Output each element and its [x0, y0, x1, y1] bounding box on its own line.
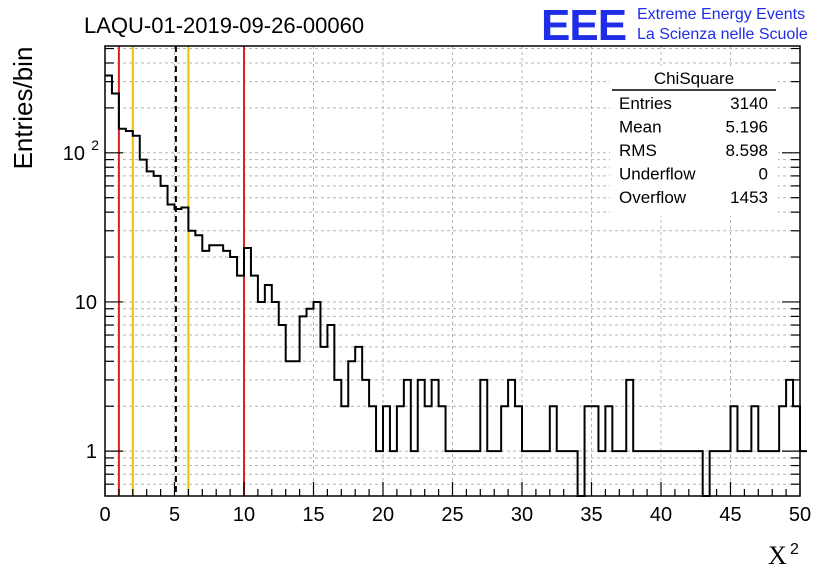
x-tick-label: 30 [511, 504, 533, 526]
x-tick-label: 50 [789, 504, 811, 526]
stats-row-label: Underflow [619, 165, 696, 184]
x-tick-label: 40 [650, 504, 672, 526]
x-tick-label: 0 [99, 504, 110, 526]
y-tick-label: 1 [86, 441, 97, 463]
stats-row-value: 5.196 [725, 118, 768, 137]
grid-lines [105, 46, 800, 496]
x-tick-label: 5 [169, 504, 180, 526]
axis-ticks [104, 47, 801, 496]
x-tick-label: 25 [441, 504, 463, 526]
stats-row-label: RMS [619, 141, 657, 160]
stats-row-value: 8.598 [725, 141, 768, 160]
eee-logo: EEE Extreme Energy Events La Scienza nel… [541, 1, 808, 50]
logo-letters: EEE [541, 1, 626, 50]
x-tick-label: 20 [372, 504, 394, 526]
reference-lines [117, 46, 245, 496]
stats-row-label: Mean [619, 118, 662, 137]
x-axis-label-sup: 2 [790, 541, 799, 558]
y-tick-labels: 1 10 10 2 [63, 137, 99, 463]
x-tick-label: 45 [719, 504, 741, 526]
x-tick-label: 15 [302, 504, 324, 526]
stats-rows: Entries 3140 Mean 5.196 RMS 8.598 Underflow 0 Ov… [619, 94, 768, 207]
stats-box-title: ChiSquare [654, 69, 734, 88]
stats-box-background [610, 66, 778, 216]
x-axis-label: X 2 [768, 541, 799, 570]
histogram-line [105, 74, 807, 497]
logo-line-2: La Scienza nelle Scuole [637, 26, 808, 43]
y-tick-label: 10 [63, 143, 85, 165]
y-axis-label: Entries/bin [8, 47, 38, 170]
x-axis-label-main: X [768, 541, 787, 570]
stats-row-value: 3140 [730, 94, 768, 113]
stats-row-label: Overflow [619, 188, 687, 207]
stats-box: ChiSquare Entries 3140 Mean 5.196 RMS 8.598 Un… [610, 66, 778, 216]
x-tick-labels: 0 5 10 15 20 25 30 35 40 45 50 [99, 504, 811, 526]
stats-row-value: 0 [759, 165, 768, 184]
stats-row-value: 1453 [730, 188, 768, 207]
stats-row-label: Entries [619, 94, 672, 113]
logo-line-1: Extreme Energy Events [637, 6, 805, 23]
x-tick-label: 10 [233, 504, 255, 526]
x-tick-label: 35 [580, 504, 602, 526]
y-tick-label: 10 [75, 292, 97, 314]
chart-title: LAQU-01-2019-09-26-00060 [84, 13, 364, 38]
y-tick-label-exponent: 2 [91, 137, 99, 153]
